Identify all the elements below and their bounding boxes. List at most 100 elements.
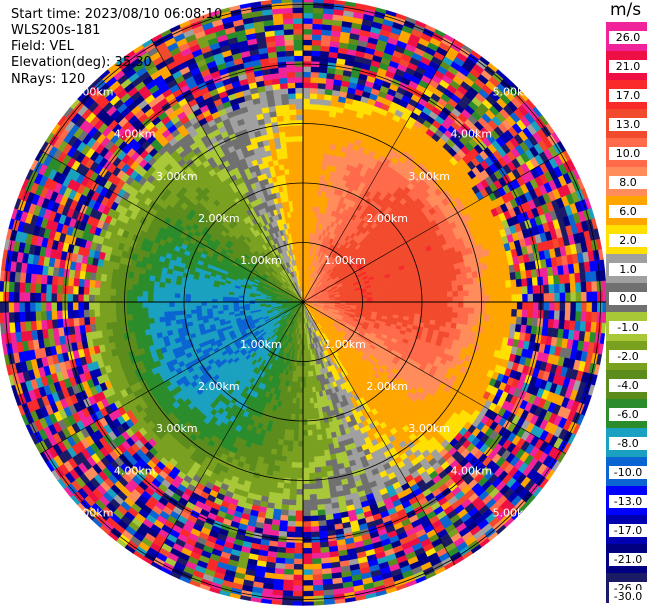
velocity-gate — [313, 141, 321, 148]
velocity-gate — [316, 429, 322, 436]
velocity-gate — [585, 281, 593, 293]
velocity-gate — [309, 397, 314, 404]
velocity-gate — [490, 301, 497, 309]
velocity-gate — [425, 301, 432, 307]
velocity-gate — [302, 194, 307, 201]
velocity-gate — [543, 310, 550, 320]
velocity-gate — [521, 309, 529, 318]
velocity-gate — [322, 110, 331, 117]
velocity-gate — [526, 317, 533, 327]
velocity-gate — [313, 450, 320, 458]
velocity-gate — [580, 311, 587, 323]
velocity-gate — [435, 311, 443, 317]
velocity-gate — [569, 282, 577, 293]
velocity-gate — [312, 162, 318, 170]
velocity-gate — [309, 402, 315, 410]
velocity-gate — [318, 147, 325, 154]
velocity-gate — [505, 315, 512, 325]
velocity-gate — [302, 130, 310, 137]
velocity-gate — [495, 294, 502, 303]
velocity-gate — [542, 318, 549, 328]
velocity-gate — [404, 294, 411, 299]
velocity-gate — [409, 289, 416, 295]
velocity-gate — [479, 301, 486, 309]
velocity-gate — [302, 82, 311, 89]
velocity-gate — [317, 88, 326, 95]
velocity-gate — [473, 313, 480, 321]
velocity-gate — [468, 295, 475, 303]
velocity-gate — [558, 274, 566, 285]
velocity-gate — [548, 310, 555, 320]
velocity-gate — [477, 276, 485, 284]
velocity-gate — [515, 278, 523, 288]
velocity-gate — [424, 283, 432, 290]
velocity-gate — [302, 39, 313, 46]
velocity-gate — [436, 301, 443, 308]
velocity-gate — [468, 301, 475, 309]
velocity-gate — [500, 301, 507, 310]
velocity-gate — [409, 301, 416, 307]
velocity-gate — [543, 293, 550, 303]
velocity-gate — [575, 292, 582, 303]
velocity-gate — [315, 477, 323, 484]
velocity-gate — [312, 7, 324, 14]
velocity-gate — [302, 125, 310, 131]
velocity-gate — [307, 173, 313, 180]
velocity-gate — [312, 28, 323, 36]
velocity-gate — [483, 275, 490, 284]
velocity-gate — [579, 321, 587, 332]
velocity-gate — [510, 279, 517, 288]
velocity-gate — [393, 295, 400, 300]
velocity-gate — [316, 104, 324, 111]
velocity-gate — [553, 319, 560, 330]
velocity-gate — [488, 274, 495, 283]
velocity-gate — [323, 0, 335, 5]
velocity-gate — [441, 301, 448, 308]
velocity-gate — [521, 286, 529, 295]
velocity-gate — [440, 316, 448, 323]
velocity-gate — [564, 283, 571, 294]
velocity-gate — [441, 311, 448, 318]
velocity-gate — [393, 301, 400, 306]
velocity-gate — [548, 284, 555, 294]
velocity-gate — [463, 290, 470, 297]
velocity-gate — [547, 275, 555, 286]
velocity-gate — [484, 308, 491, 316]
velocity-gate — [307, 162, 313, 169]
velocity-gate — [452, 306, 459, 314]
velocity-gate — [302, 12, 314, 19]
velocity-gate — [415, 297, 422, 303]
velocity-gate — [305, 205, 310, 212]
velocity-gate — [526, 277, 533, 287]
velocity-gate — [586, 301, 593, 313]
velocity-gate — [521, 317, 528, 326]
velocity-gate — [404, 301, 411, 306]
velocity-gate — [420, 297, 427, 303]
velocity-gate — [302, 114, 310, 121]
velocity-gate — [414, 293, 421, 299]
velocity-gate — [318, 450, 325, 457]
velocity-gate — [527, 301, 534, 311]
velocity-gate — [314, 130, 322, 138]
velocity-gate — [581, 291, 588, 303]
velocity-gate — [463, 301, 470, 309]
velocity-gate — [317, 82, 327, 90]
velocity-gate — [446, 286, 453, 293]
velocity-gate — [451, 312, 459, 319]
velocity-gate — [543, 301, 550, 311]
velocity-gate — [311, 168, 318, 175]
velocity-gate — [313, 136, 321, 143]
velocity-gate — [457, 301, 464, 308]
velocity-gate — [322, 18, 333, 26]
velocity-gate — [315, 488, 324, 495]
velocity-gate — [452, 296, 459, 303]
velocity-gate — [320, 126, 328, 133]
velocity-gate — [463, 307, 470, 314]
velocity-gate — [302, 103, 311, 110]
velocity-gate — [446, 291, 454, 298]
velocity-gate — [569, 273, 576, 284]
velocity-gate — [495, 287, 502, 296]
velocity-gate — [320, 45, 331, 52]
velocity-gate — [308, 141, 315, 148]
velocity-gate — [399, 298, 405, 303]
